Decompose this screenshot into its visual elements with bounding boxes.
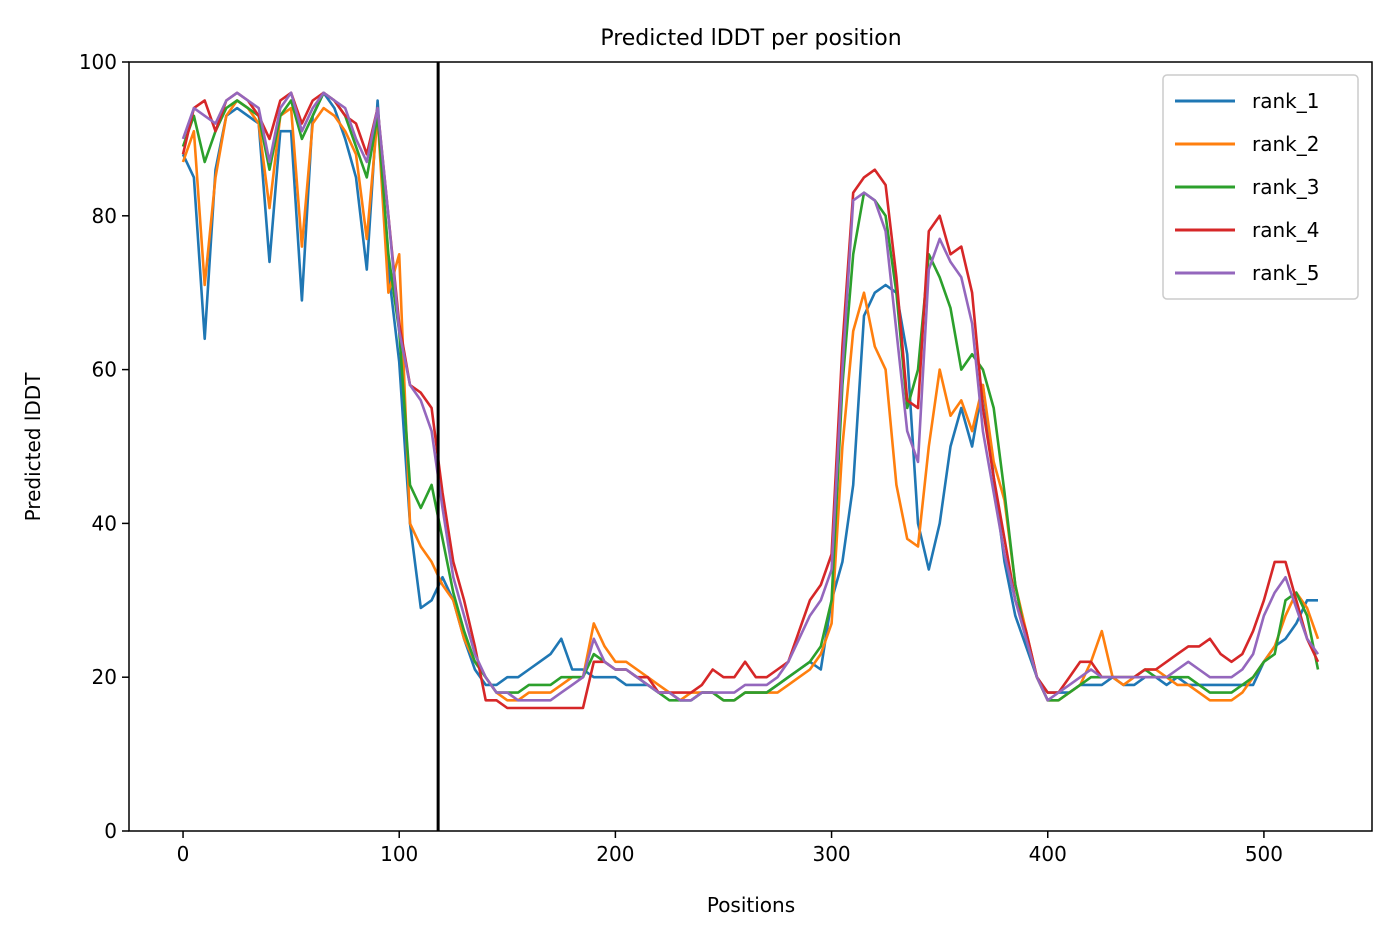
legend-label-rank_3: rank_3 [1252, 175, 1319, 199]
x-axis-label: Positions [707, 893, 795, 917]
legend-label-rank_2: rank_2 [1252, 132, 1319, 156]
series-layer [181, 91, 1320, 710]
chart-title: Predicted lDDT per position [600, 26, 901, 51]
x-tick-label: 500 [1245, 842, 1283, 866]
x-axis-ticks: 0 100 200 300 400 500 [177, 831, 1283, 866]
legend-label-rank_1: rank_1 [1252, 89, 1319, 113]
plot-frame [128, 61, 1373, 832]
y-tick-label: 20 [92, 665, 117, 689]
y-tick-label: 0 [104, 819, 117, 843]
legend-box [1162, 74, 1359, 300]
y-axis-ticks: 0 20 40 60 80 100 [79, 50, 129, 843]
y-tick-label: 80 [92, 204, 117, 228]
x-tick-label: 400 [1029, 842, 1067, 866]
y-tick-label: 40 [92, 511, 117, 535]
x-tick-label: 300 [812, 842, 850, 866]
legend-label-rank_5: rank_5 [1252, 261, 1319, 285]
y-tick-label: 100 [79, 50, 117, 74]
x-tick-label: 100 [380, 842, 418, 866]
x-tick-label: 200 [596, 842, 634, 866]
series-line-rank_5 [181, 91, 1320, 702]
x-tick-label: 0 [177, 842, 190, 866]
y-tick-label: 60 [92, 358, 117, 382]
legend: rank_1 rank_2 rank_3 rank_4 rank_5 [1162, 74, 1359, 300]
legend-label-rank_4: rank_4 [1252, 218, 1319, 242]
y-axis-label: Predicted lDDT [21, 372, 45, 522]
